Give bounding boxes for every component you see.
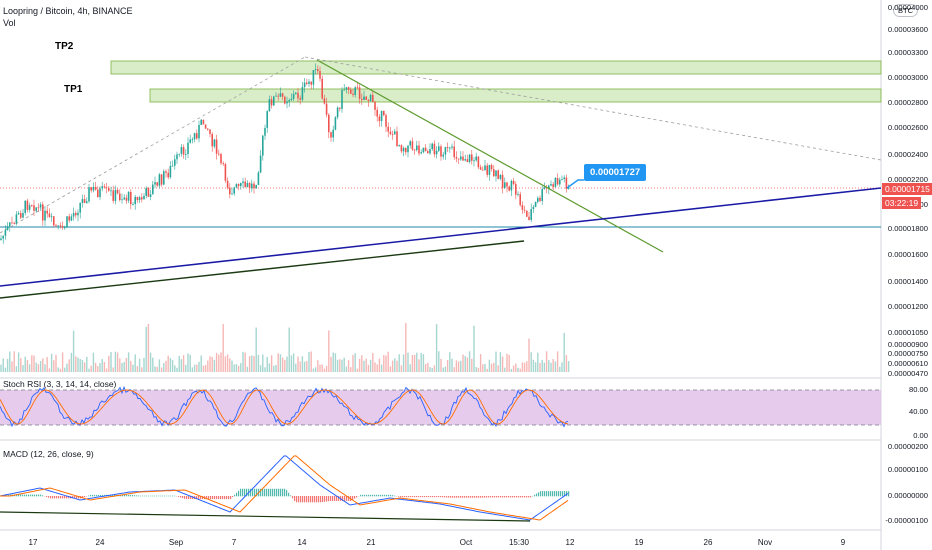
price-axis-label: 0.00002400 [887, 150, 928, 159]
macd-axis-label: -0.00000100 [885, 516, 928, 525]
stoch-axis-label: 40.00 [908, 407, 928, 416]
macd-title[interactable]: MACD (12, 26, close, 9) [3, 449, 94, 459]
price-axis-label: 0.00000750 [887, 349, 928, 358]
volume-label: Vol [3, 18, 16, 28]
countdown-tag: 03:22:19 [882, 197, 922, 209]
time-axis-label: 17 [28, 538, 38, 547]
tp1-zone[interactable] [149, 88, 882, 103]
time-axis-label: 9 [840, 538, 846, 547]
dashed-trend-rise[interactable] [0, 56, 306, 234]
time-axis-label: 24 [95, 538, 105, 547]
macd-axis-label: 0.00000100 [887, 465, 928, 474]
support-trend-line[interactable] [0, 187, 882, 287]
price-axis-label: 0.00001800 [887, 224, 928, 233]
macd-divergence-line[interactable] [0, 511, 531, 522]
price-axis-label: 0.00002800 [887, 98, 928, 107]
stoch-k-line [0, 385, 569, 428]
time-axis-label: 15:30 [508, 538, 530, 547]
callout-pointer [566, 179, 584, 189]
price-axis-label: 0.00000900 [887, 340, 928, 349]
dashed-trend-fall[interactable] [304, 56, 882, 161]
time-axis-label: 26 [703, 538, 713, 547]
price-axis-label: 0.00001400 [887, 277, 928, 286]
currency-badge[interactable]: BTC [893, 4, 918, 17]
price-axis-label: 0.00001050 [887, 328, 928, 337]
tp2-zone[interactable] [110, 60, 882, 75]
time-axis-label: Oct [459, 538, 473, 547]
resistance-trend-line[interactable] [316, 59, 664, 253]
price-axis-label: 0.00004000 [887, 3, 928, 12]
price-axis-label: 0.00000610 [887, 359, 928, 368]
time-axis-label: 12 [565, 538, 575, 547]
price-callout[interactable]: 0.00001727 [584, 164, 647, 181]
stoch-rsi-title[interactable]: Stoch RSI (3, 3, 14, 14, close) [3, 379, 117, 389]
macd-axis-label: 0.00000000 [887, 491, 928, 500]
price-axis-label: 0.00001200 [887, 302, 928, 311]
price-axis-label: 0.00003000 [887, 73, 928, 82]
stoch-axis-label: 0.00 [913, 431, 928, 440]
volume-bars [0, 322, 570, 372]
price-axis-label: 0.00003300 [887, 48, 928, 57]
current-price-tag: 0.00001715 [882, 183, 932, 195]
tp2-label[interactable]: TP2 [55, 41, 74, 52]
macd-axis-label: 0.00000200 [887, 442, 928, 451]
tp1-label[interactable]: TP1 [64, 84, 83, 95]
macd-signal-line [0, 455, 569, 521]
price-axis-label: 0.00003600 [887, 25, 928, 34]
price-candles [0, 63, 570, 244]
macd-line [0, 455, 569, 521]
price-axis-label: 0.00000470 [887, 369, 928, 378]
time-axis-label: 7 [231, 538, 237, 547]
price-axis-label: 0.00001600 [887, 250, 928, 259]
price-axis-label: 0.00002600 [887, 123, 928, 132]
time-axis-label: 21 [366, 538, 376, 547]
time-axis-label: 14 [297, 538, 307, 547]
lower-trend-line[interactable] [0, 240, 525, 299]
price-axis-label: 0.00002200 [887, 175, 928, 184]
macd-histogram [0, 488, 570, 503]
stoch-band [0, 390, 881, 425]
time-axis-label: 19 [634, 538, 644, 547]
time-axis-label: Sep [168, 538, 184, 547]
stoch-d-line [0, 389, 569, 425]
stoch-axis-label: 80.00 [908, 385, 928, 394]
time-axis-label: Nov [757, 538, 773, 547]
symbol-title[interactable]: Loopring / Bitcoin, 4h, BINANCE [3, 6, 133, 16]
